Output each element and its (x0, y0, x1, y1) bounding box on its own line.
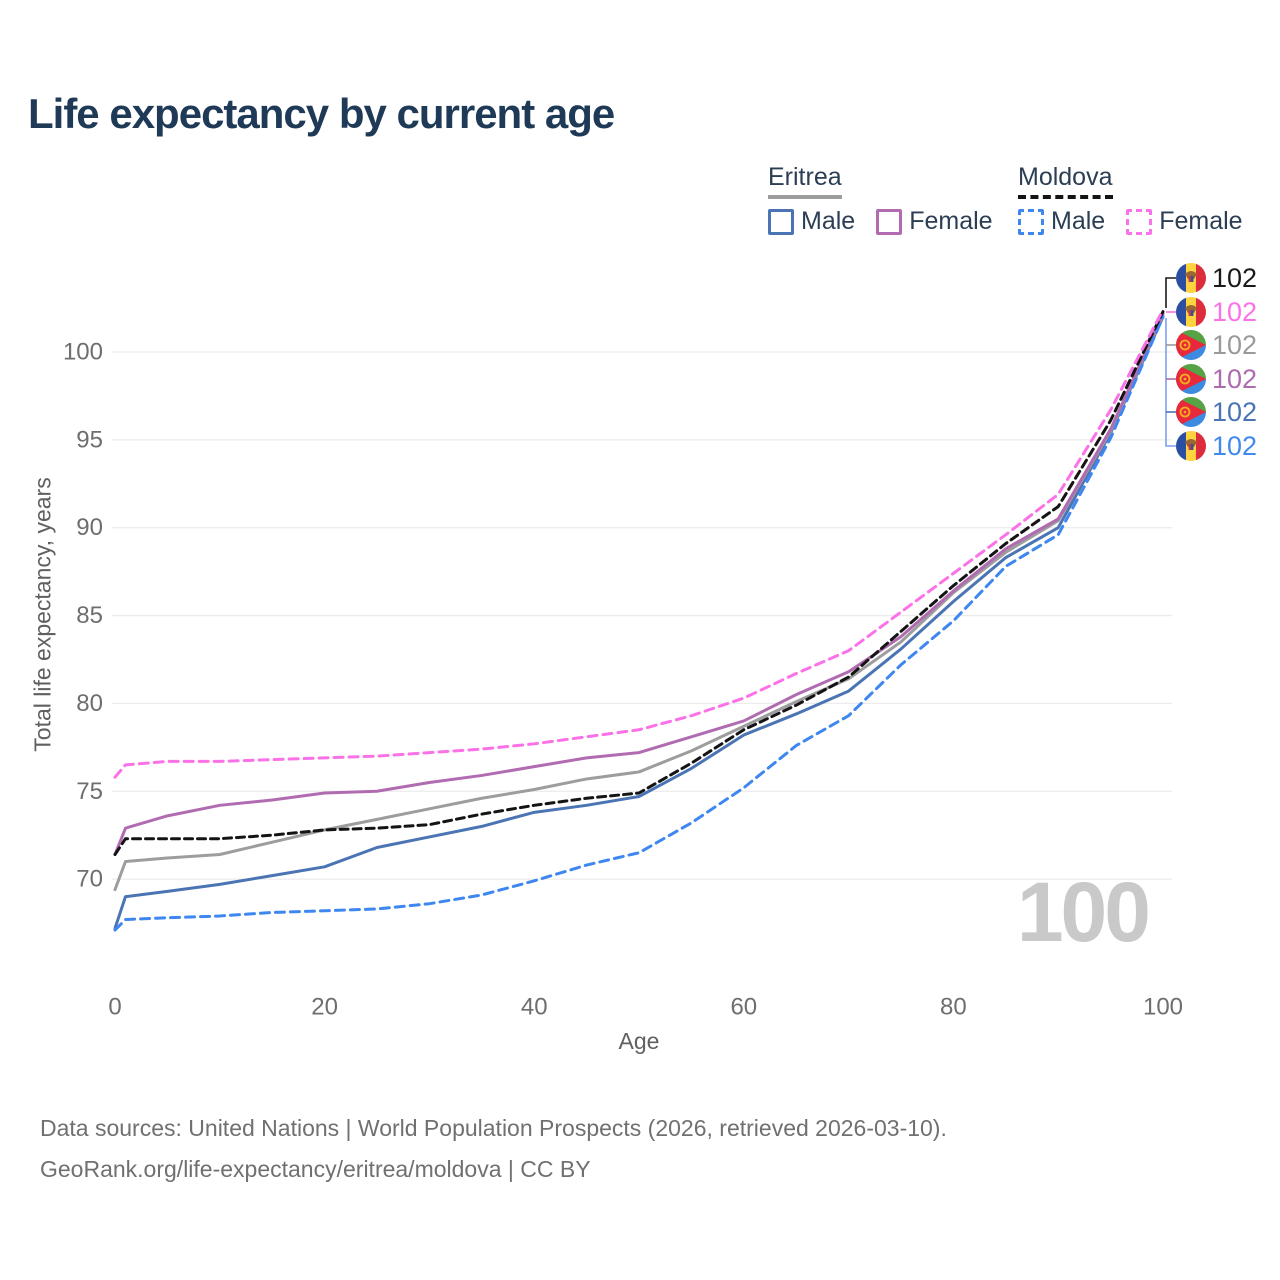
y-tick-label: 75 (76, 778, 103, 805)
connector-moldova-total (1165, 277, 1176, 308)
x-axis-title: Age (618, 1028, 660, 1054)
y-tick-label: 70 (76, 866, 103, 893)
y-tick-label: 90 (76, 514, 103, 541)
flag-eritrea-icon (1176, 330, 1206, 360)
y-axis-title: Total life expectancy, years (29, 477, 56, 752)
legend-swatch-icon (876, 208, 903, 235)
series-line-moldova-male[interactable] (113, 315, 1165, 932)
series-line-eritrea-male[interactable] (113, 315, 1165, 930)
legend-item-label: Male (1051, 207, 1106, 235)
series-line-moldova-female[interactable] (113, 308, 1165, 779)
legend-swatch-icon (1126, 208, 1153, 235)
y-tick-label: 85 (76, 602, 103, 629)
flag-moldova-icon (1176, 263, 1206, 293)
x-tick-label: 80 (940, 994, 967, 1021)
x-tick-label: 40 (521, 994, 548, 1021)
x-tick-label: 0 (108, 994, 121, 1021)
x-tick-label: 20 (311, 994, 338, 1021)
end-value-label-moldova-male: 102 (1212, 431, 1257, 461)
footer: Data sources: United Nations | World Pop… (40, 1108, 947, 1190)
footer-attribution: GeoRank.org/life-expectancy/eritrea/mold… (40, 1156, 591, 1182)
legend-item-label: Female (1159, 207, 1243, 235)
x-tick-label: 100 (1143, 994, 1183, 1021)
chart-legend: Eritrea Male Female Moldova Male Female (0, 163, 1280, 243)
legend-country-label-moldova[interactable]: Moldova (1018, 163, 1113, 199)
legend-item-eritrea-male[interactable]: Male (768, 207, 855, 236)
end-value-label-moldova-female: 102 (1212, 297, 1257, 327)
legend-item-eritrea-female[interactable]: Female (876, 207, 993, 236)
y-tick-label: 100 (63, 339, 103, 366)
flag-moldova-icon (1176, 297, 1206, 327)
series-line-eritrea-total[interactable] (113, 313, 1165, 892)
connector-moldova-male (1165, 318, 1176, 447)
legend-country-label-eritrea[interactable]: Eritrea (768, 163, 842, 199)
x-tick-label: 60 (730, 994, 757, 1021)
legend-item-moldova-male[interactable]: Male (1018, 207, 1105, 236)
series-line-moldova-total[interactable] (113, 310, 1165, 857)
flag-eritrea-icon (1176, 397, 1206, 427)
end-value-label-moldova-total: 102 (1212, 263, 1257, 293)
end-value-label-eritrea-female: 102 (1212, 364, 1257, 394)
legend-item-moldova-female[interactable]: Female (1126, 207, 1243, 236)
hover-age-watermark: 100 (1016, 865, 1151, 959)
legend-group-eritrea: Eritrea Male Female (768, 163, 993, 236)
legend-item-label: Male (801, 207, 856, 235)
flag-moldova-icon (1176, 431, 1206, 461)
legend-swatch-icon (1018, 208, 1044, 235)
series-line-eritrea-female[interactable] (113, 311, 1165, 857)
y-tick-label: 95 (76, 426, 103, 453)
end-value-label-eritrea-male: 102 (1212, 397, 1257, 427)
chart-title: Life expectancy by current age (28, 90, 615, 137)
legend-item-label: Female (909, 207, 993, 235)
footer-data-sources: Data sources: United Nations | World Pop… (40, 1115, 947, 1141)
legend-group-moldova: Moldova Male Female (1018, 163, 1243, 236)
flag-eritrea-icon (1176, 364, 1206, 394)
end-value-label-eritrea-total: 102 (1212, 330, 1257, 360)
legend-swatch-icon (768, 208, 794, 235)
y-tick-label: 80 (76, 690, 103, 717)
